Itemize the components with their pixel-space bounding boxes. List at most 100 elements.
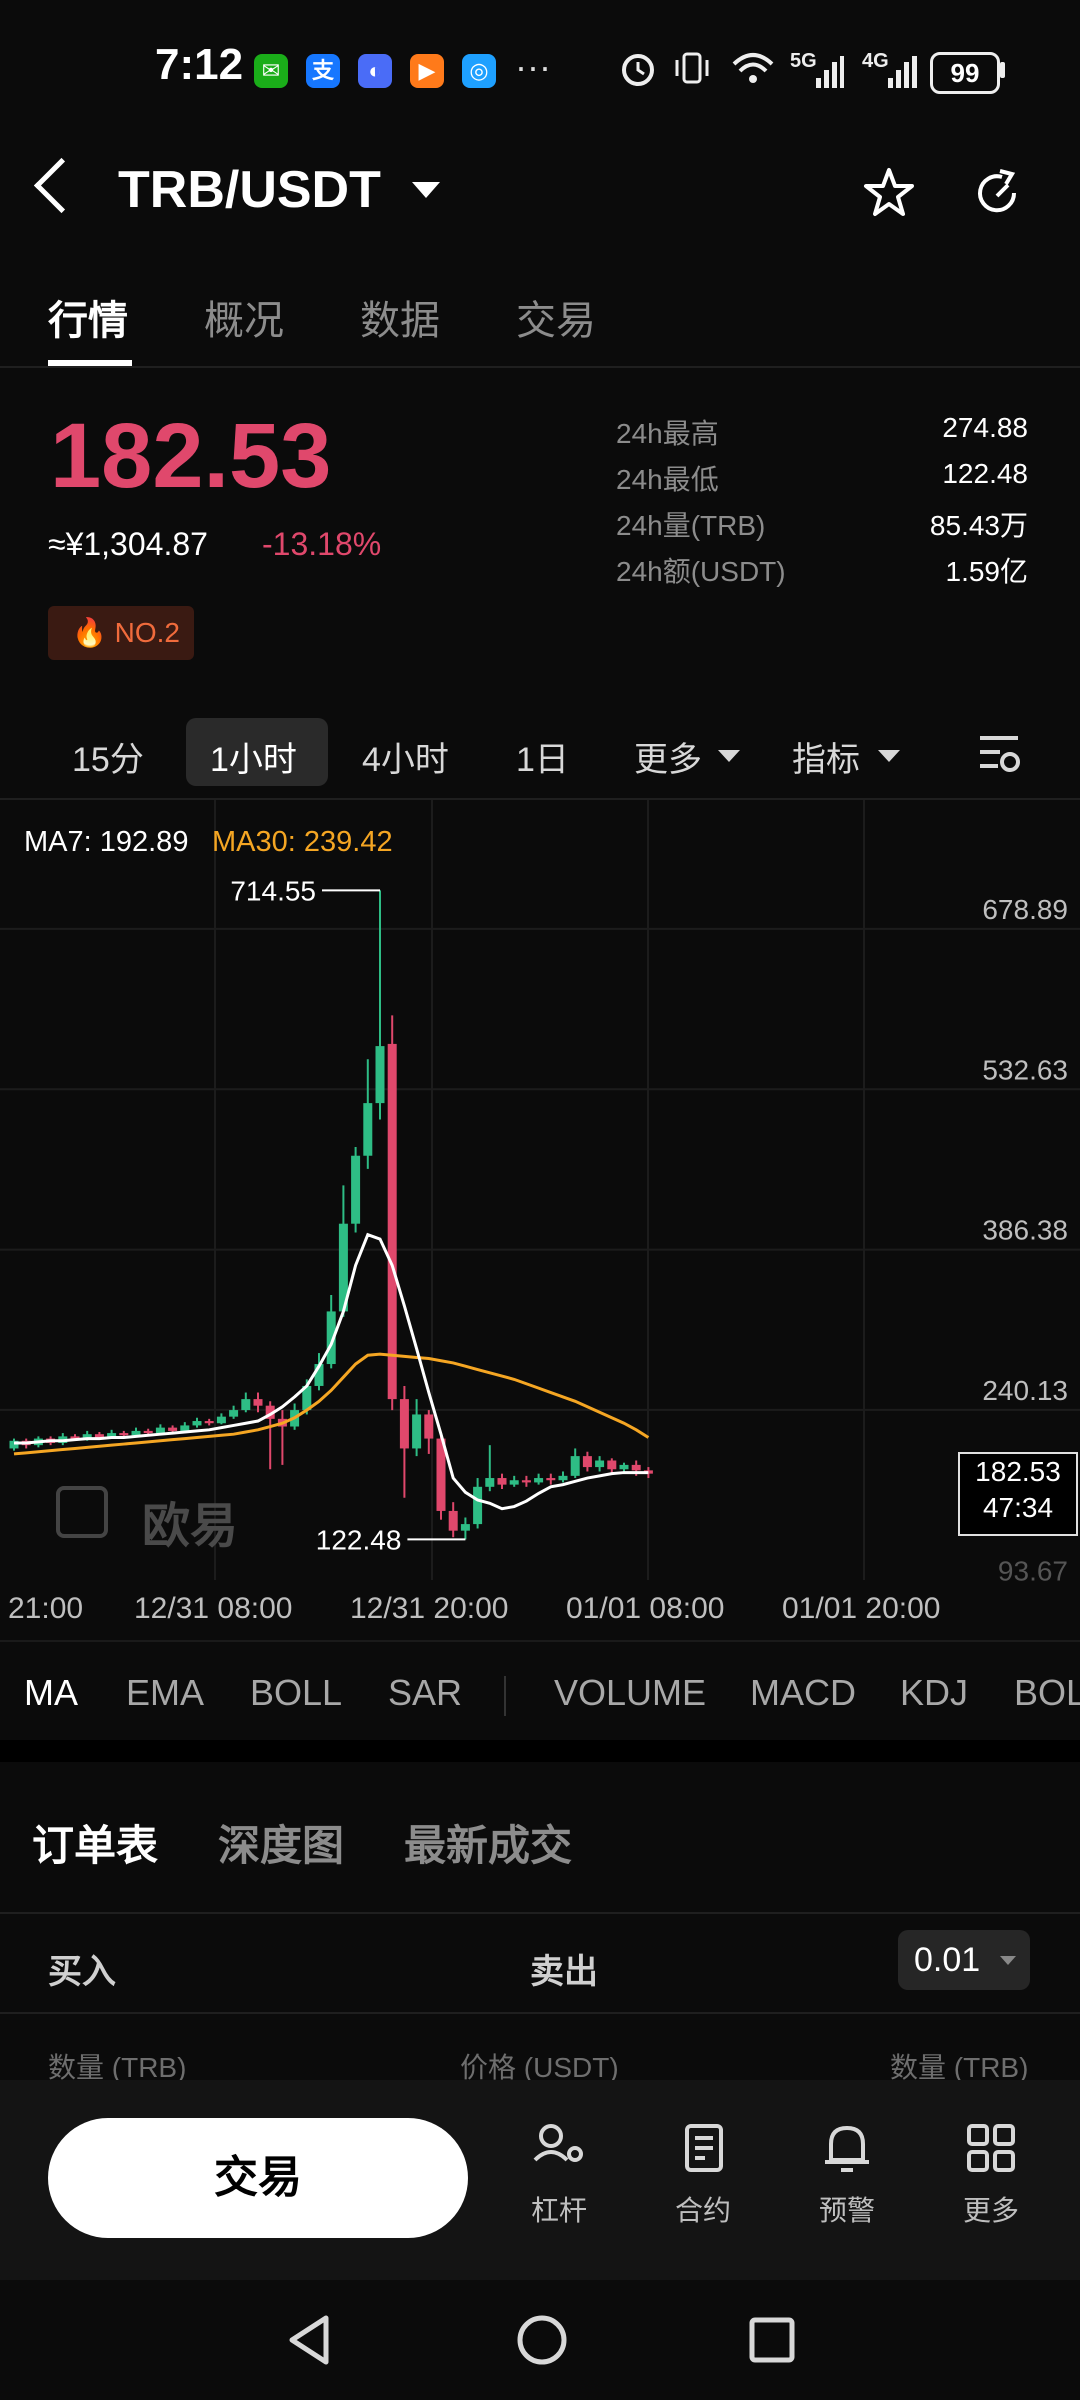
nav-contract-label: 合约 (674, 2195, 731, 2226)
indicator-ema[interactable]: EMA (126, 1672, 205, 1713)
chart-settings-icon[interactable] (976, 730, 1022, 776)
price-axis-label: 386.38 (982, 1215, 1068, 1246)
candle-body (497, 1478, 507, 1485)
interval-15m[interactable]: 15分 (72, 741, 144, 779)
candle-body (326, 1311, 336, 1365)
share-refresh-icon[interactable] (970, 166, 1024, 220)
candle-body (192, 1421, 202, 1426)
stat-volume-value: 85.43万 (929, 510, 1028, 541)
last-price-tag-value: 182.53 (975, 1456, 1061, 1487)
candle-body (619, 1464, 629, 1470)
candle-body (570, 1456, 580, 1476)
candle-body (119, 1433, 129, 1436)
tab-overview[interactable]: 概况 (204, 299, 284, 343)
sell-header: 卖出 (530, 1953, 598, 1991)
candle-body (94, 1434, 104, 1438)
tab-depth-chart[interactable]: 深度图 (218, 1822, 345, 1869)
candle-body (70, 1436, 80, 1439)
candle-body (253, 1399, 263, 1406)
candle-body (485, 1478, 495, 1487)
stat-high-label: 24h最高 (616, 418, 719, 449)
candlestick-chart[interactable]: 678.89 532.63 386.38 240.13 93.67 714.55 122.4… (0, 800, 1080, 1640)
candle-countdown: 47:34 (982, 1492, 1054, 1523)
candle-body (582, 1456, 592, 1468)
nav-alert[interactable]: 预警 (792, 2120, 902, 2229)
candle-body (436, 1438, 446, 1511)
time-axis-label: 01/01 08:00 (566, 1592, 725, 1625)
interval-more[interactable]: 更多 (634, 741, 702, 779)
indicator-macd[interactable]: MACD (750, 1672, 856, 1713)
stat-turnover-value: 1.59亿 (945, 556, 1029, 587)
tab-latest-trades[interactable]: 最新成交 (404, 1822, 573, 1869)
indicator-boll-sub[interactable]: BOL (1014, 1672, 1080, 1713)
interval-1h[interactable]: 1小时 (210, 741, 297, 779)
price-axis-label: 532.63 (982, 1054, 1068, 1085)
grid-icon (967, 2124, 1015, 2172)
favorite-star-icon[interactable] (862, 166, 916, 220)
contract-icon (685, 2124, 723, 2172)
indicator-menu[interactable]: 指标 (792, 741, 860, 779)
candle-body (351, 1155, 361, 1224)
watermark-logo: 欧易 (142, 1500, 239, 1553)
fullscreen-icon[interactable] (56, 1486, 108, 1538)
rank-badge[interactable]: 🔥 NO.2 (48, 606, 194, 660)
candle-body (265, 1405, 275, 1419)
nav-contract[interactable]: 合约 (648, 2120, 758, 2229)
indicator-volume[interactable]: VOLUME (554, 1672, 707, 1713)
tab-market[interactable]: 行情 (48, 299, 128, 343)
stat-turnover-label: 24h额(USDT) (616, 556, 786, 587)
price-step-value: 0.01 (914, 1941, 981, 1979)
nav-more[interactable]: 更多 (936, 2120, 1046, 2229)
nav-alert-label: 预警 (818, 2195, 875, 2226)
ma7-line (14, 1232, 649, 1511)
candle-body (338, 1223, 348, 1312)
last-price-tag: 182.53 47:34 (958, 1452, 1078, 1536)
trade-button[interactable]: 交易 (48, 2118, 468, 2238)
app-icon: ◐ (358, 54, 392, 88)
ma30-line (13, 1352, 650, 1456)
tab-orderbook[interactable]: 订单表 (32, 1822, 159, 1869)
candle-body (155, 1427, 165, 1434)
video-app-icon: ▶ (410, 54, 444, 88)
interval-4h[interactable]: 4小时 (362, 741, 449, 779)
orderbook-divider (0, 1912, 1080, 1914)
signal-5g-icon (816, 56, 844, 88)
pair-title[interactable]: TRB/USDT (118, 161, 381, 219)
tab-data[interactable]: 数据 (360, 299, 440, 343)
margin-icon (533, 2124, 583, 2162)
last-price: 182.53 (50, 405, 332, 507)
candle-body (241, 1399, 251, 1411)
indicator-ma[interactable]: MA (24, 1672, 78, 1713)
chart-top-divider (0, 798, 1080, 800)
system-home-icon[interactable] (514, 2312, 570, 2368)
interval-1d[interactable]: 1日 (516, 741, 569, 779)
candle-body (204, 1421, 214, 1424)
candle-body (387, 1043, 397, 1400)
system-nav-bar (0, 2280, 1080, 2400)
candle-body (607, 1460, 617, 1470)
indicator-boll[interactable]: BOLL (250, 1672, 343, 1713)
wechat-icon: ✉ (254, 54, 288, 88)
candle-body (168, 1427, 178, 1431)
pair-dropdown-icon[interactable] (412, 182, 440, 198)
candle-body (460, 1524, 470, 1531)
tab-trade[interactable]: 交易 (516, 299, 596, 343)
candle-body (546, 1478, 556, 1481)
chart-bottom-divider (0, 1640, 1080, 1642)
battery-tip (1000, 62, 1005, 78)
system-back-icon[interactable] (284, 2312, 334, 2368)
candle-body (509, 1480, 519, 1485)
time-axis-label: 01/01 20:00 (782, 1592, 941, 1625)
more-notifications-icon: ··· (515, 46, 551, 87)
signal-4g-icon (888, 56, 917, 88)
system-recents-icon[interactable] (746, 2314, 798, 2366)
candle-body (558, 1475, 568, 1481)
back-icon[interactable] (33, 157, 90, 214)
indicator-sar[interactable]: SAR (388, 1672, 463, 1713)
nav-margin[interactable]: 杠杆 (504, 2120, 614, 2229)
price-cny: ≈¥1,304.87 (48, 526, 208, 562)
search-app-icon: ◎ (462, 54, 496, 88)
indicator-kdj[interactable]: KDJ (900, 1672, 969, 1713)
tab-active-underline (48, 360, 132, 366)
alipay-icon: 支 (306, 54, 340, 88)
